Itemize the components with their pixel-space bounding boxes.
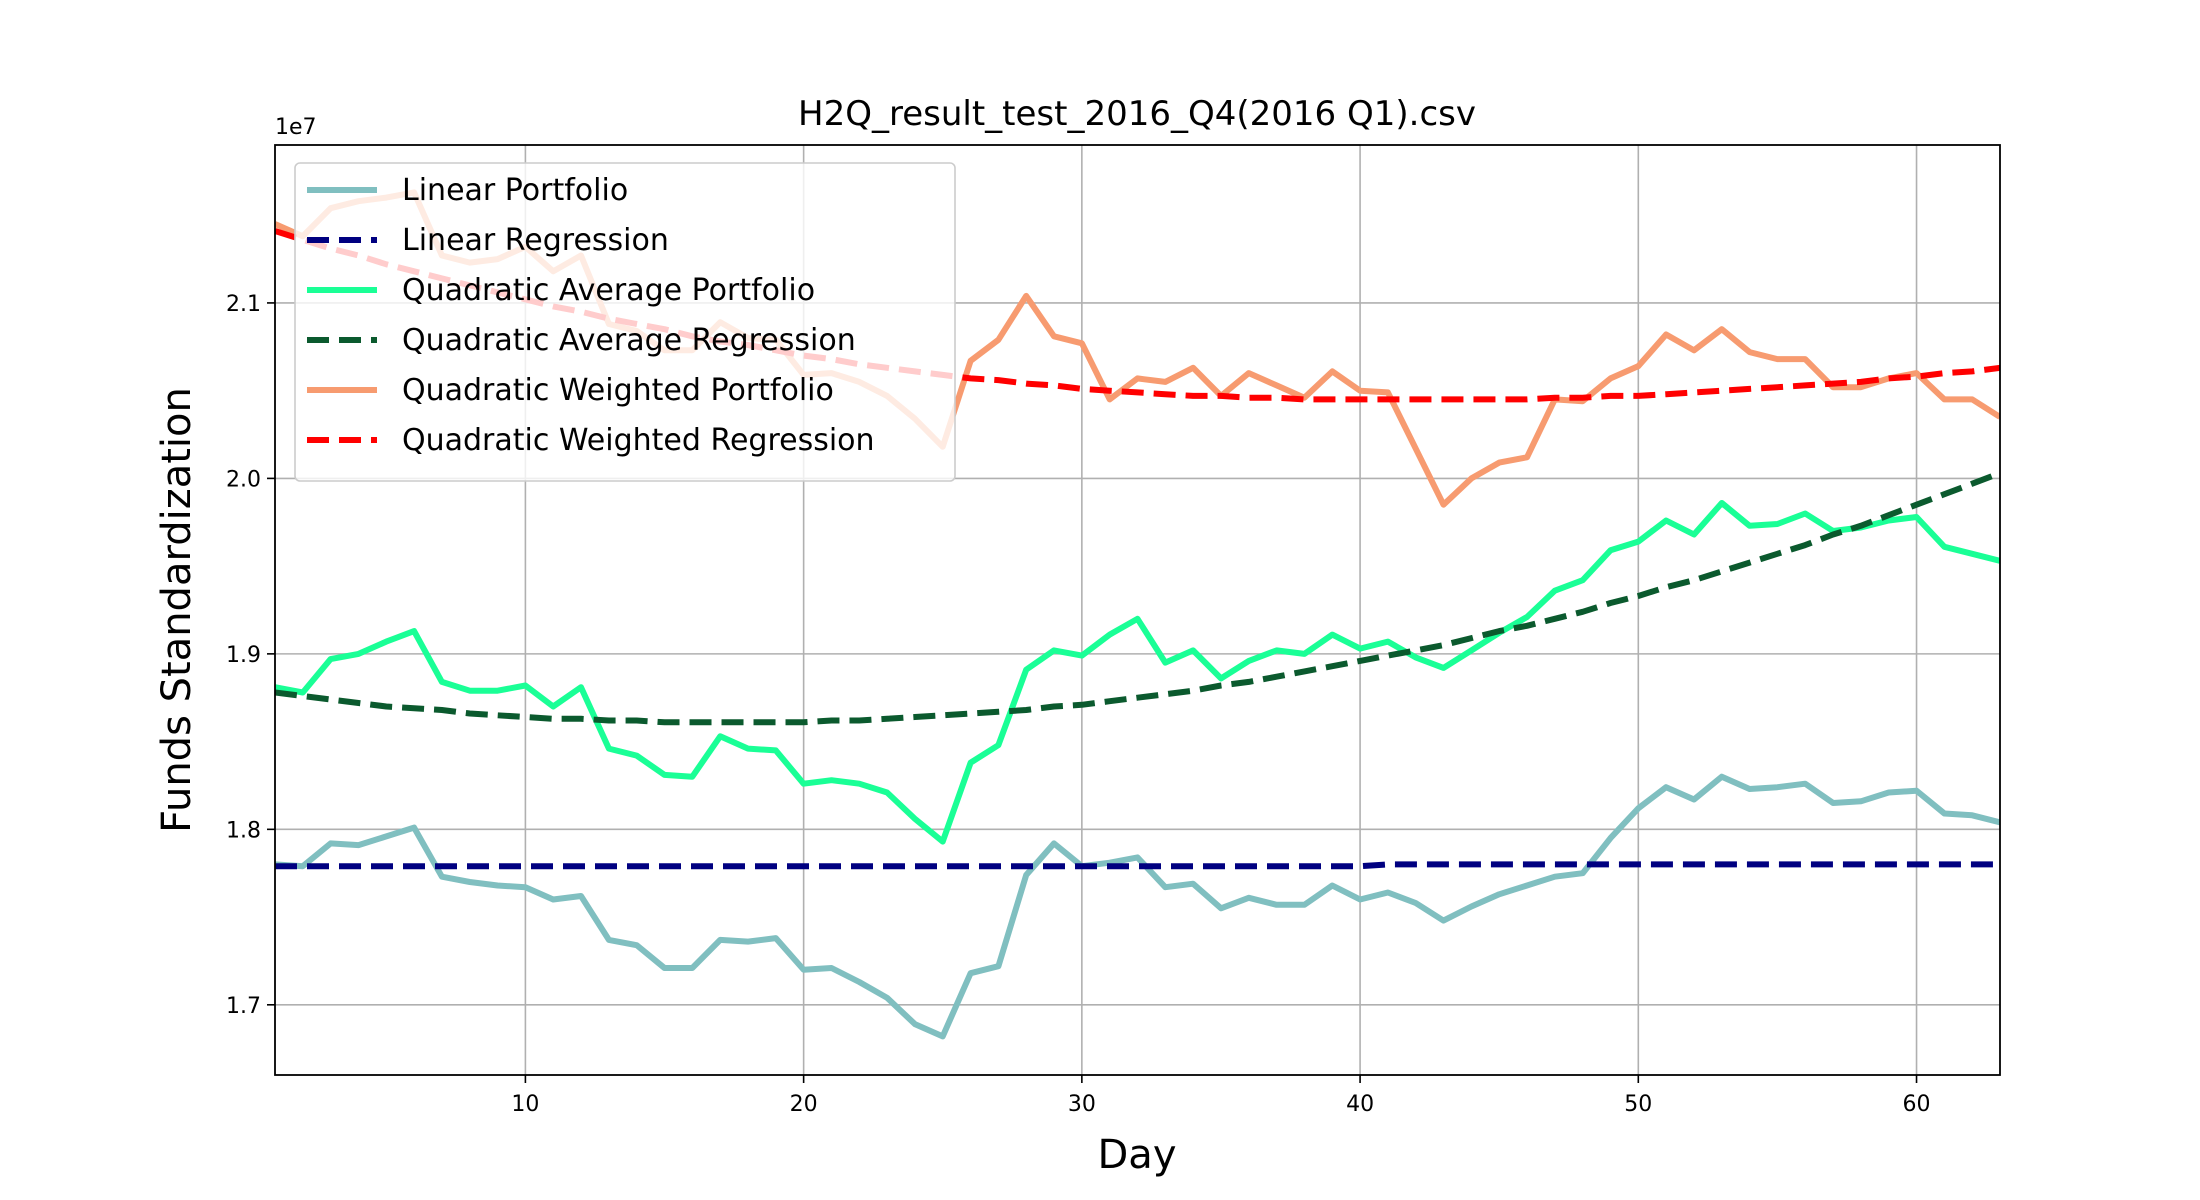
series-line-linear-portfolio <box>275 773 2000 1040</box>
x-tick-label: 40 <box>1346 1092 1374 1117</box>
x-tick-label: 30 <box>1068 1092 1096 1117</box>
y-tick-label: 2.0 <box>226 467 261 492</box>
plot-frame <box>274 144 2001 1076</box>
legend-entry-label: Quadratic Average Portfolio <box>402 273 815 308</box>
y-axis: 1.7 1.8 1.9 2.0 2.1 <box>226 292 275 1019</box>
legend-entry-label: Quadratic Weighted Portfolio <box>402 373 834 408</box>
y-axis-title: Funds Standardization <box>154 387 200 833</box>
series-line-quadratic-average-portfolio <box>275 500 2000 845</box>
legend: Linear Portfolio Linear Regression Quadrat… <box>294 162 956 482</box>
y-tick-label: 1.9 <box>226 643 261 668</box>
x-tick-label: 60 <box>1903 1092 1931 1117</box>
legend-box <box>294 162 956 482</box>
chart-title: H2Q_result_test_2016_Q4(2016 Q1).csv <box>798 94 1476 134</box>
y-tick-label: 1.8 <box>226 818 261 843</box>
y-offset-label: 1e7 <box>275 115 317 140</box>
x-tick-label: 20 <box>790 1092 818 1117</box>
x-tick-label: 50 <box>1624 1092 1652 1117</box>
y-tick-label: 2.1 <box>226 292 261 317</box>
series-line-quadratic-average-regression <box>275 470 2000 726</box>
legend-entry-label: Quadratic Weighted Regression <box>402 423 875 458</box>
legend-entry-label: Linear Portfolio <box>402 173 628 208</box>
x-axis-title: Day <box>1098 1132 1177 1178</box>
legend-entry-label: Quadratic Average Regression <box>402 323 856 358</box>
legend-entry-label: Linear Regression <box>402 223 669 258</box>
grid <box>275 145 2000 1075</box>
x-tick-label: 10 <box>511 1092 539 1117</box>
x-axis: 10 20 30 40 50 60 <box>511 1075 1931 1117</box>
y-tick-label: 1.7 <box>226 994 261 1019</box>
